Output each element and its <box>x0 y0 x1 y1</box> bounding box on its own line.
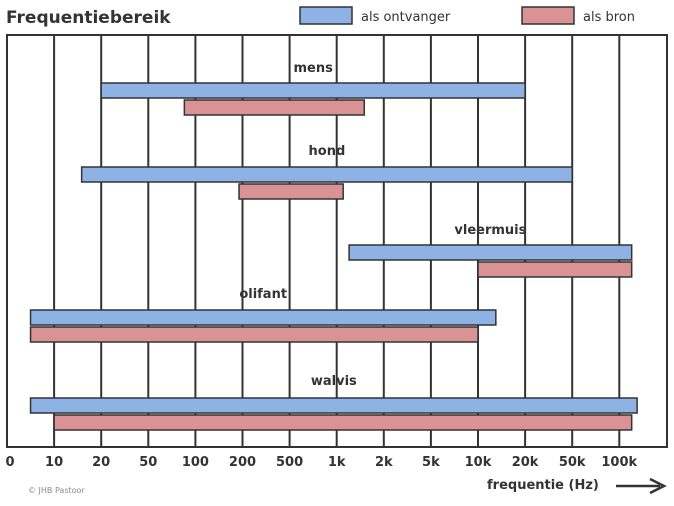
animal-label-walvis: walvis <box>311 374 357 389</box>
x-tick-label: 20 <box>92 455 110 470</box>
range-bar-walvis-source <box>53 414 633 431</box>
grid <box>53 36 621 446</box>
x-axis-ticks: 0 10 20 50 100 200 500 1k 2k 5k 10k 20k 50k 100k <box>5 455 637 470</box>
x-tick-label: 5k <box>422 455 440 470</box>
range-bar-olifant-source <box>29 326 479 343</box>
range-bar-hond-receiver <box>80 166 573 183</box>
animal-label-vleermuis: vleermuis <box>454 223 526 238</box>
x-tick-label: 0 <box>5 455 14 470</box>
x-tick-label: 200 <box>229 455 256 470</box>
x-tick-label: 100k <box>601 455 637 470</box>
legend-label-receiver: als ontvanger <box>361 10 451 25</box>
x-tick-label: 20k <box>512 455 539 470</box>
x-tick-label: 10 <box>45 455 63 470</box>
range-bar-mens-source <box>183 99 366 116</box>
x-tick-label: 100 <box>182 455 209 470</box>
animal-label-hond: hond <box>309 144 346 159</box>
x-tick-label: 2k <box>375 455 393 470</box>
range-bar-vleermuis-receiver <box>348 244 633 261</box>
range-bar-hond-source <box>238 183 344 200</box>
x-tick-label: 500 <box>276 455 303 470</box>
chart-title: Frequentiebereik <box>6 8 171 28</box>
range-bar-walvis-receiver <box>29 397 638 414</box>
legend-swatch-source <box>521 6 575 25</box>
range-bar-olifant-receiver <box>29 309 497 326</box>
range-bars <box>29 82 638 431</box>
legend-label-source: als bron <box>583 10 635 25</box>
x-axis-label: frequentie (Hz) <box>487 478 599 493</box>
x-tick-label: 1k <box>328 455 346 470</box>
animal-labels: mens hond vleermuis olifant walvis <box>239 61 526 389</box>
arrow-right-icon <box>616 477 667 495</box>
x-tick-label: 50k <box>559 455 586 470</box>
x-tick-label: 50 <box>139 455 157 470</box>
copyright: © JHB Pastoor <box>28 486 85 495</box>
animal-label-mens: mens <box>293 61 333 76</box>
animal-label-olifant: olifant <box>239 287 287 302</box>
range-bar-mens-receiver <box>100 82 526 99</box>
x-tick-label: 10k <box>465 455 492 470</box>
legend-swatch-receiver <box>299 6 353 25</box>
range-bar-vleermuis-source <box>477 261 633 278</box>
